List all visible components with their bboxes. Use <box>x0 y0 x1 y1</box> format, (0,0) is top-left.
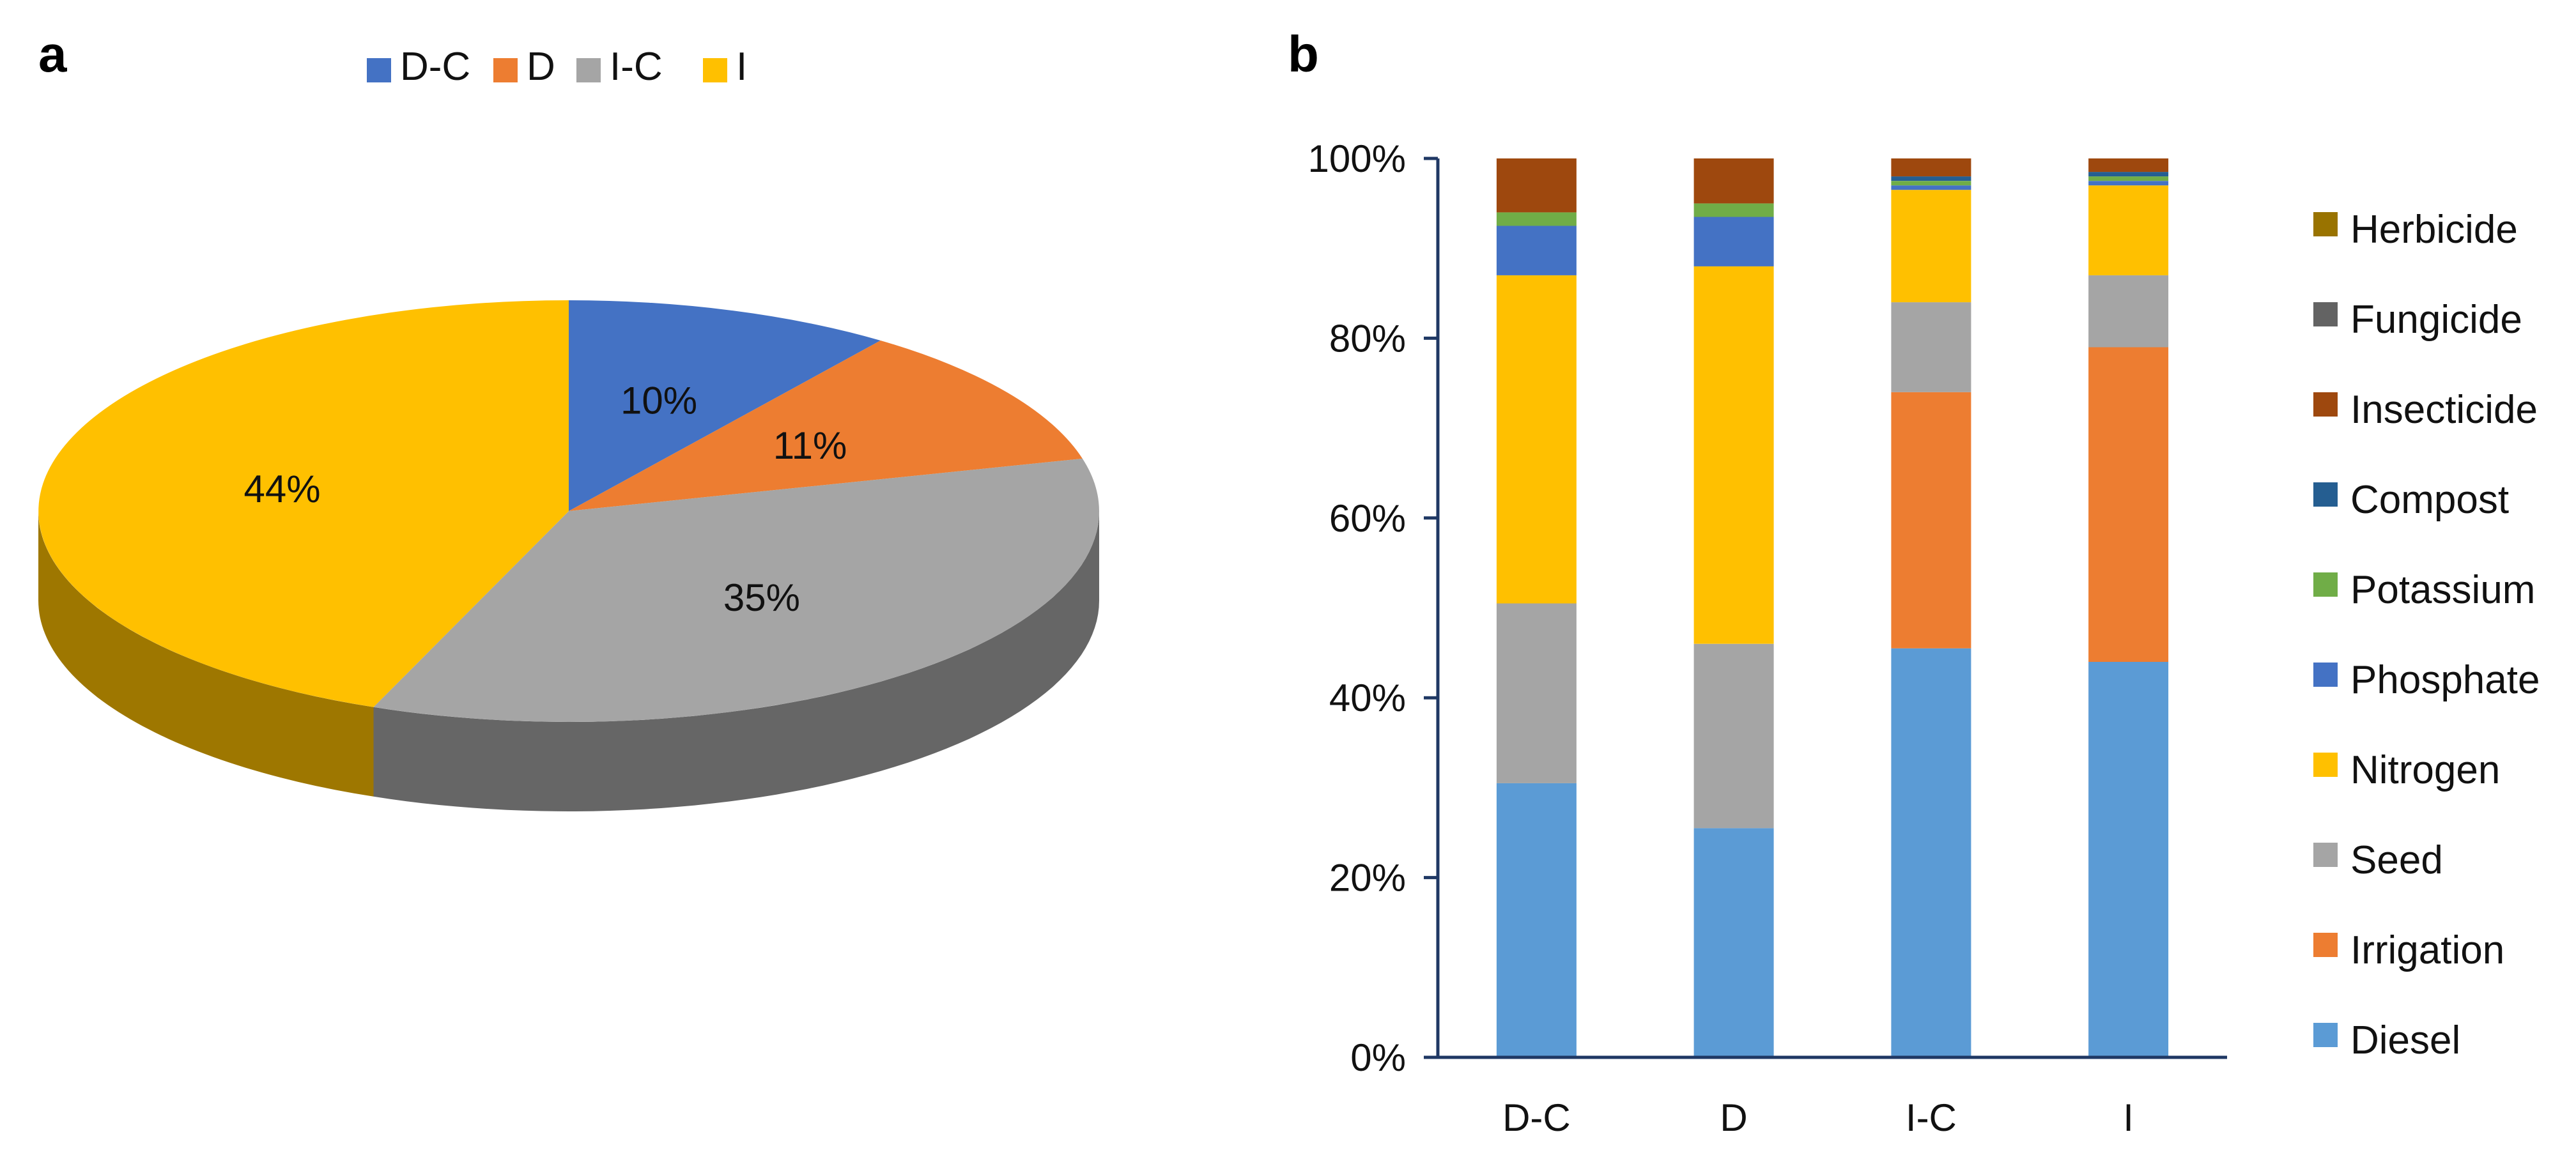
x-tick-label: I <box>2123 1096 2134 1139</box>
y-tick-label: 40% <box>1329 677 1406 719</box>
y-axis-ticks: 0% 20% 40% 60% 80% 100% <box>1308 137 1438 1079</box>
bar-legend-label-fungicide: Fungicide <box>2350 298 2522 342</box>
pie-legend-swatch-i <box>703 58 727 82</box>
pie-body <box>38 300 1099 811</box>
bar-legend-label-irrigation: Irrigation <box>2350 928 2504 972</box>
bar-legend-label-phosphate: Phosphate <box>2350 658 2540 702</box>
pie-legend-label-i: I <box>736 45 747 89</box>
pie-label-i: 44% <box>244 468 321 510</box>
pie-legend-label-i-c: I-C <box>610 45 663 89</box>
bar-segment-i-diesel <box>2088 661 2169 1057</box>
pie-legend-label-d: D <box>527 45 555 89</box>
bar-legend: Herbicide Fungicide Insecticide Compost Pota… <box>2313 208 2540 1062</box>
pie-label-d: 11% <box>773 424 847 467</box>
pie-legend-swatch-d <box>493 58 518 82</box>
bar-segment-i-compost <box>2088 172 2169 177</box>
panel-label-b: b <box>1288 26 1319 82</box>
pie-legend: D-C D I-C I <box>367 45 747 89</box>
x-axis-ticks: D-C D I-C I <box>1502 1096 2134 1139</box>
pie-side-i <box>38 511 374 797</box>
x-tick-label: D-C <box>1502 1096 1571 1139</box>
bar-segment-d-c-diesel <box>1496 783 1577 1057</box>
bar-legend-swatch-potassium <box>2313 572 2338 597</box>
bar-segment-d-c-nitrogen <box>1496 275 1577 604</box>
pie-slice-d <box>569 341 1083 511</box>
bar-segment-d-diesel <box>1693 828 1774 1057</box>
bar-legend-label-diesel: Diesel <box>2350 1018 2460 1062</box>
axes <box>1436 158 2227 1059</box>
bar-segment-d-c-phosphate <box>1496 226 1577 275</box>
bar-segment-i-c-phosphate <box>1891 185 1971 190</box>
bar-segment-d-nitrogen <box>1693 266 1774 644</box>
bar-legend-swatch-herbicide <box>2313 212 2338 236</box>
x-tick-label: D <box>1720 1096 1747 1139</box>
pie-labels: 10% 11% 35% 44% <box>244 379 847 619</box>
bar-legend-label-seed: Seed <box>2350 838 2443 882</box>
bar-legend-label-insecticide: Insecticide <box>2350 388 2538 432</box>
bar-segment-i-c-nitrogen <box>1891 190 1971 303</box>
bar-legend-label-compost: Compost <box>2350 478 2509 522</box>
bar-segment-i-c-potassium <box>1891 181 1971 186</box>
bar-legend-swatch-insecticide <box>2313 392 2338 417</box>
pie-legend-swatch-i-c <box>576 58 601 82</box>
bar-segment-i-nitrogen <box>2088 185 2169 275</box>
bar-segment-i-irrigation <box>2088 347 2169 662</box>
y-tick-label: 20% <box>1329 857 1406 900</box>
bar-segment-d-insecticide <box>1693 158 1774 204</box>
bar-legend-swatch-diesel <box>2313 1023 2338 1047</box>
bar-legend-label-nitrogen: Nitrogen <box>2350 748 2500 792</box>
bar-legend-swatch-seed <box>2313 843 2338 867</box>
pie-slice-d-c <box>569 300 881 511</box>
y-tick-label: 0% <box>1350 1036 1406 1079</box>
bar-segment-i-phosphate <box>2088 181 2169 186</box>
bar-segment-d-c-seed <box>1496 603 1577 783</box>
bar-legend-label-herbicide: Herbicide <box>2350 208 2518 252</box>
bar-segment-d-c-insecticide <box>1496 158 1577 213</box>
bar-legend-label-potassium: Potassium <box>2350 568 2535 612</box>
y-tick-label: 100% <box>1308 137 1406 180</box>
pie-slice-i <box>38 300 569 707</box>
bar-segment-d-potassium <box>1693 203 1774 217</box>
bar-segment-i-potassium <box>2088 176 2169 181</box>
pie-chart-panel: a D-C D I-C I 10% 11% 35% 44% <box>38 26 1099 811</box>
bar-legend-swatch-nitrogen <box>2313 753 2338 777</box>
bar-segment-i-c-diesel <box>1891 648 1971 1057</box>
pie-slice-i-c <box>373 458 1099 722</box>
bar-legend-swatch-fungicide <box>2313 302 2338 326</box>
y-tick-label: 60% <box>1329 497 1406 540</box>
bar-segment-i-c-compost <box>1891 176 1971 181</box>
x-tick-label: I-C <box>1906 1096 1957 1139</box>
pie-label-d-c: 10% <box>621 379 697 422</box>
bar-segment-d-phosphate <box>1693 217 1774 266</box>
bar-segment-i-insecticide <box>2088 158 2169 172</box>
bar-legend-swatch-compost <box>2313 482 2338 507</box>
bar-segment-d-seed <box>1693 643 1774 829</box>
pie-label-i-c: 35% <box>723 576 800 619</box>
bars <box>1496 158 2169 1057</box>
bar-segment-i-c-insecticide <box>1891 158 1971 177</box>
bar-segment-i-c-irrigation <box>1891 392 1971 648</box>
bar-segment-d-c-potassium <box>1496 212 1577 226</box>
bar-segment-i-c-seed <box>1891 302 1971 392</box>
stacked-bar-panel: b 0% 20% 40% 60% 80% 100% D-C D I-C I Herbicide F… <box>1288 26 2540 1139</box>
bar-legend-swatch-irrigation <box>2313 933 2338 957</box>
pie-legend-label-d-c: D-C <box>400 45 470 89</box>
y-tick-label: 80% <box>1329 317 1406 360</box>
panel-label-a: a <box>38 26 67 82</box>
pie-legend-swatch-d-c <box>367 58 391 82</box>
bar-segment-i-seed <box>2088 275 2169 348</box>
pie-side-i-c <box>373 511 1099 811</box>
bar-legend-swatch-phosphate <box>2313 663 2338 687</box>
